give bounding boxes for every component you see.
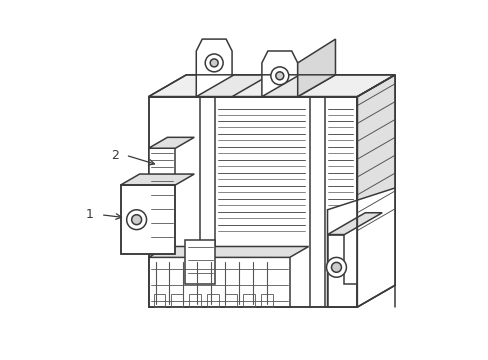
Polygon shape — [196, 39, 232, 96]
Circle shape — [331, 262, 341, 272]
Text: 2: 2 — [111, 149, 119, 162]
Polygon shape — [148, 137, 194, 148]
Circle shape — [326, 257, 346, 277]
Polygon shape — [297, 39, 335, 96]
Polygon shape — [148, 96, 357, 307]
Polygon shape — [121, 174, 194, 185]
Circle shape — [126, 210, 146, 230]
Polygon shape — [148, 257, 289, 307]
Polygon shape — [327, 235, 357, 307]
Polygon shape — [327, 213, 382, 235]
Polygon shape — [148, 75, 394, 96]
Text: 1: 1 — [86, 208, 94, 221]
Polygon shape — [196, 75, 269, 96]
Circle shape — [275, 72, 283, 80]
Polygon shape — [327, 188, 394, 307]
Circle shape — [270, 67, 288, 85]
Polygon shape — [148, 148, 175, 185]
Circle shape — [205, 54, 223, 72]
Circle shape — [210, 59, 218, 67]
Polygon shape — [262, 75, 335, 96]
Polygon shape — [262, 51, 297, 96]
Polygon shape — [185, 239, 215, 284]
Polygon shape — [121, 185, 175, 255]
Polygon shape — [148, 247, 308, 257]
Circle shape — [131, 215, 142, 225]
Polygon shape — [357, 75, 394, 307]
